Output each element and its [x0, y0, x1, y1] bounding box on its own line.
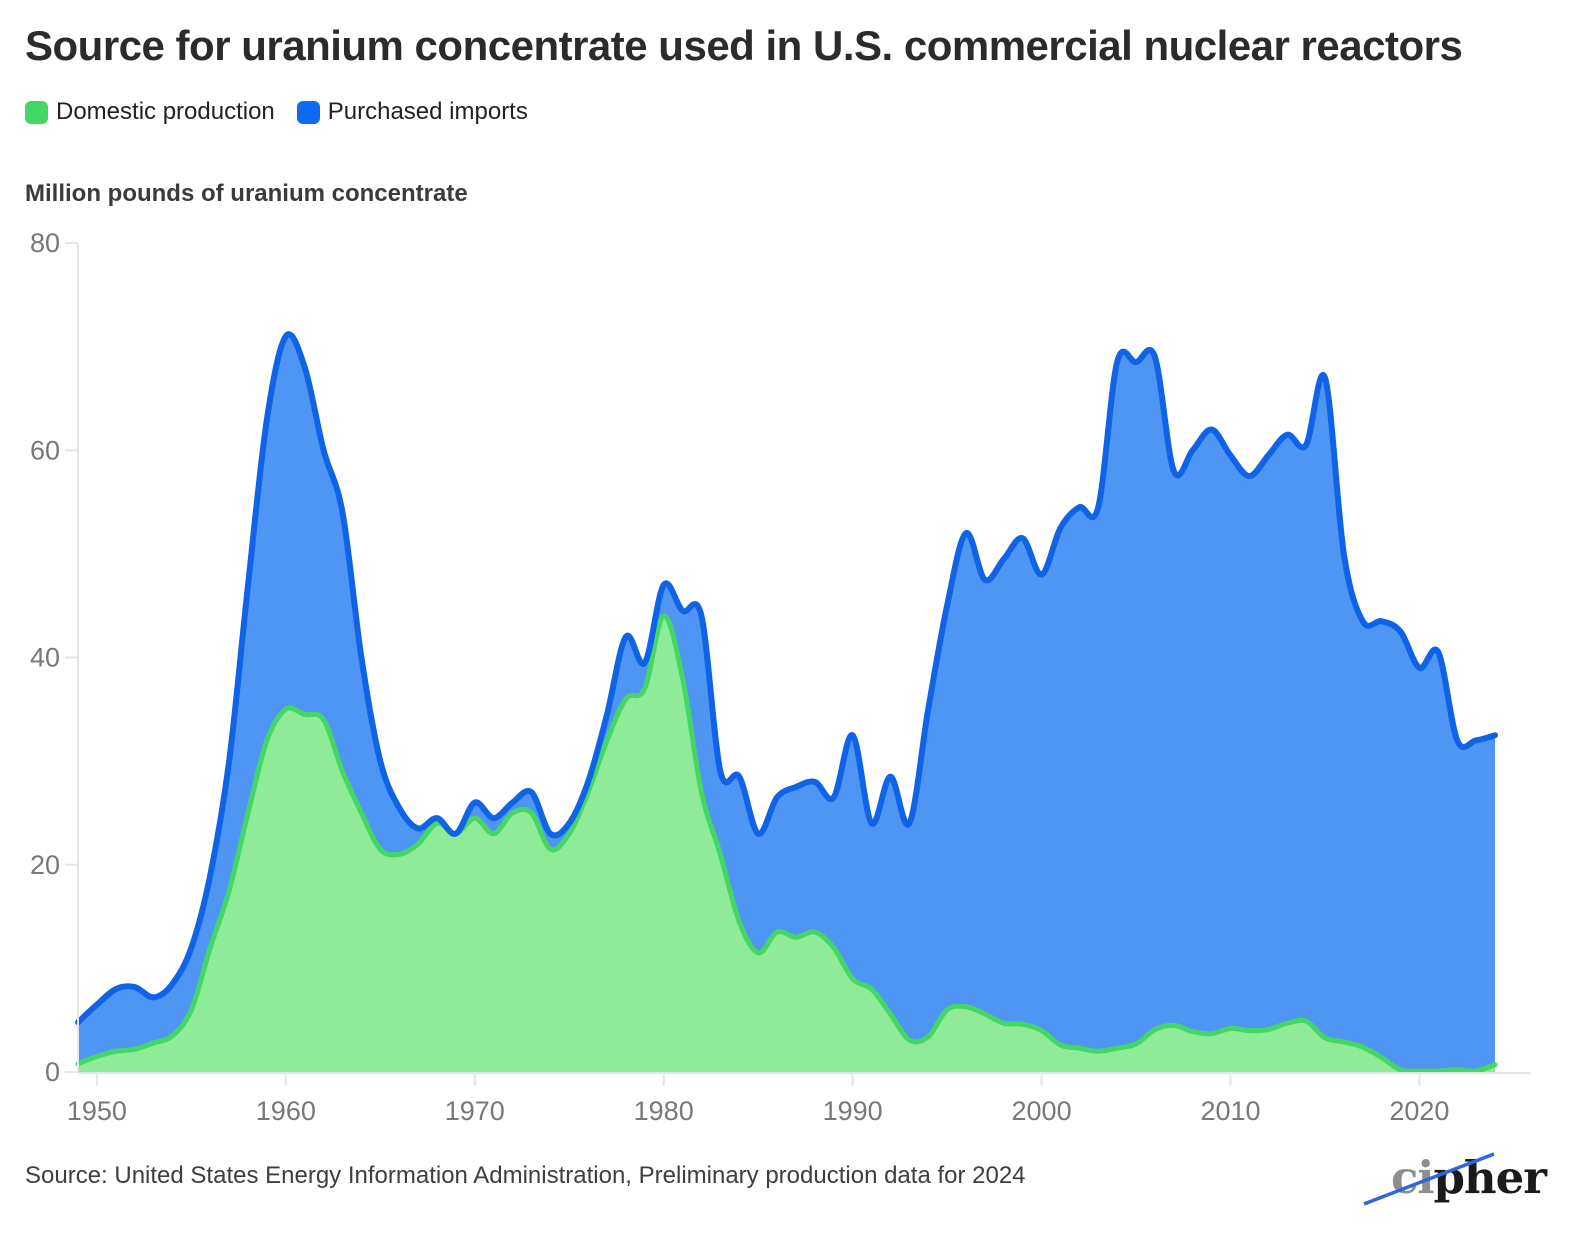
x-tick-label: 1950	[67, 1096, 127, 1126]
page-title: Source for uranium concentrate used in U…	[25, 22, 1463, 69]
imports-line	[75, 331, 1498, 1026]
x-tick-label: 2020	[1389, 1096, 1449, 1126]
x-tick-label: 2010	[1200, 1096, 1260, 1126]
x-tick-label: 1960	[256, 1096, 316, 1126]
y-axis-title: Million pounds of uranium concentrate	[25, 180, 468, 207]
domestic-swatch-icon	[25, 100, 48, 124]
imports-swatch-icon	[296, 100, 320, 124]
legend: Domestic production Purchased imports	[25, 98, 542, 126]
x-tick-label: 1990	[823, 1096, 883, 1126]
x-tick-label: 1970	[445, 1096, 505, 1126]
y-tick-label: 40	[30, 643, 60, 673]
y-tick-label: 80	[30, 228, 60, 258]
y-tick-label: 0	[45, 1057, 60, 1087]
legend-item-imports: Purchased imports	[296, 98, 528, 126]
cipher-logo-slash-icon	[1363, 1152, 1495, 1206]
domestic-line	[75, 613, 1498, 1074]
cipher-logo: cipher	[1356, 1148, 1547, 1214]
x-tick-label: 2000	[1012, 1096, 1072, 1126]
cipher-logo-text-gray: ci	[1390, 1151, 1434, 1204]
legend-label-imports: Purchased imports	[327, 98, 528, 125]
y-tick-label: 60	[30, 435, 60, 465]
source-note: Source: United States Energy Information…	[25, 1162, 1026, 1189]
y-tick-label: 20	[30, 850, 60, 880]
x-tick-label: 1980	[634, 1096, 694, 1126]
legend-item-domestic: Domestic production	[25, 98, 275, 126]
legend-label-domestic: Domestic production	[56, 98, 275, 125]
cipher-logo-text-dark: pher	[1433, 1151, 1547, 1204]
domestic-area	[78, 615, 1495, 1072]
